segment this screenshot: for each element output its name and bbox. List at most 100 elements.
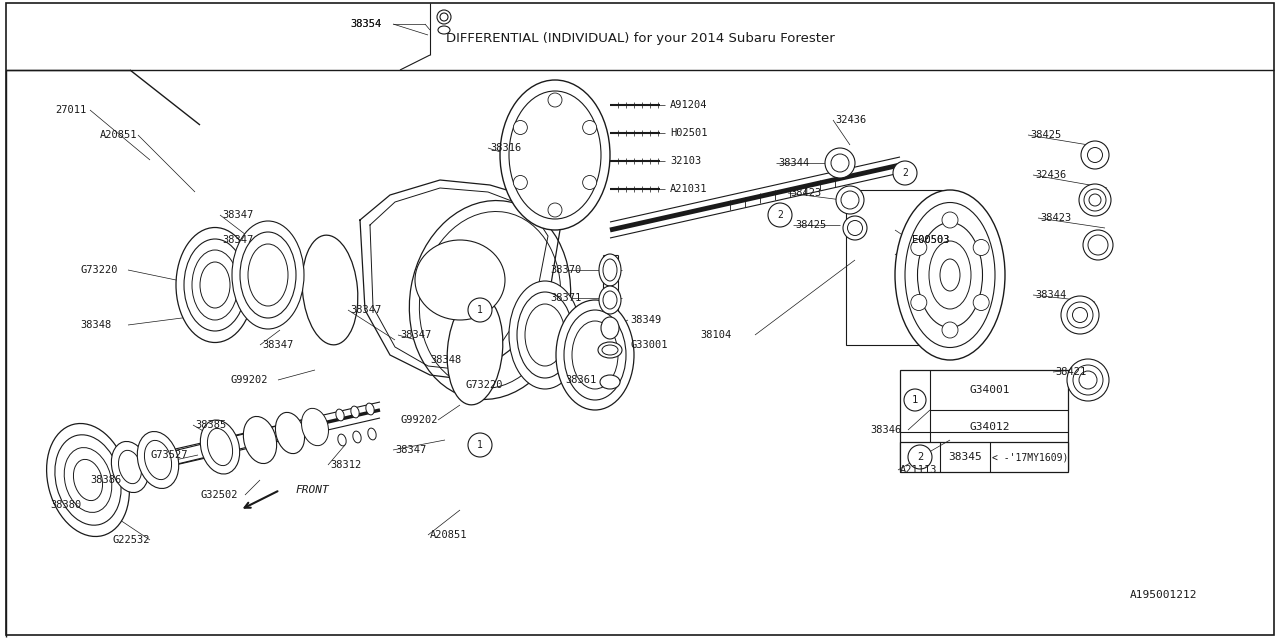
Text: 38349: 38349: [630, 315, 662, 325]
Ellipse shape: [598, 342, 622, 358]
Text: 38344: 38344: [1036, 290, 1066, 300]
Text: 38421: 38421: [1055, 367, 1087, 377]
Ellipse shape: [415, 240, 506, 320]
Text: 38345: 38345: [948, 452, 982, 462]
Text: G73220: G73220: [465, 380, 503, 390]
Circle shape: [942, 322, 957, 338]
Ellipse shape: [64, 447, 111, 513]
Text: H02501: H02501: [669, 128, 708, 138]
Text: 38346: 38346: [870, 425, 901, 435]
Text: FRONT: FRONT: [294, 485, 329, 495]
Ellipse shape: [556, 300, 634, 410]
Text: G99202: G99202: [401, 415, 438, 425]
Text: A21113: A21113: [900, 465, 937, 475]
Polygon shape: [360, 180, 561, 380]
Circle shape: [513, 175, 527, 189]
Ellipse shape: [905, 202, 995, 348]
Ellipse shape: [353, 431, 361, 443]
Ellipse shape: [232, 221, 305, 329]
Text: 38347: 38347: [396, 445, 426, 455]
Ellipse shape: [572, 321, 618, 389]
Text: 38423: 38423: [790, 188, 822, 198]
Text: < -'17MY1609): < -'17MY1609): [992, 452, 1069, 462]
Text: G73220: G73220: [81, 265, 118, 275]
Circle shape: [468, 298, 492, 322]
Text: 38347: 38347: [401, 330, 431, 340]
Ellipse shape: [367, 428, 376, 440]
Text: 27011: 27011: [55, 105, 86, 115]
Ellipse shape: [895, 190, 1005, 360]
Ellipse shape: [602, 345, 618, 355]
Text: 38371: 38371: [550, 293, 581, 303]
Ellipse shape: [841, 191, 859, 209]
Ellipse shape: [1068, 359, 1108, 401]
Ellipse shape: [1079, 371, 1097, 389]
Ellipse shape: [603, 291, 617, 309]
Text: 38316: 38316: [490, 143, 521, 153]
Text: 38380: 38380: [50, 500, 81, 510]
Text: E00503: E00503: [913, 235, 950, 245]
Ellipse shape: [46, 424, 129, 536]
Ellipse shape: [207, 428, 233, 466]
Text: 38425: 38425: [1030, 130, 1061, 140]
Ellipse shape: [509, 91, 602, 219]
Ellipse shape: [844, 216, 867, 240]
Ellipse shape: [420, 211, 561, 388]
Ellipse shape: [929, 241, 972, 309]
Text: 38386: 38386: [90, 475, 122, 485]
Ellipse shape: [184, 239, 246, 331]
Text: 38354: 38354: [349, 19, 381, 29]
Ellipse shape: [438, 26, 451, 34]
Text: G34001: G34001: [970, 385, 1010, 395]
Circle shape: [904, 389, 925, 411]
Ellipse shape: [1083, 230, 1114, 260]
Text: 38370: 38370: [550, 265, 581, 275]
Ellipse shape: [447, 295, 503, 405]
Ellipse shape: [525, 304, 564, 366]
Text: 38347: 38347: [262, 340, 293, 350]
Text: 38361: 38361: [564, 375, 596, 385]
Ellipse shape: [1084, 189, 1106, 211]
Bar: [900, 370, 1068, 470]
Ellipse shape: [509, 281, 581, 389]
Ellipse shape: [410, 200, 571, 399]
Text: G34012: G34012: [970, 422, 1010, 432]
Text: 38347: 38347: [221, 210, 253, 220]
Ellipse shape: [1068, 302, 1093, 328]
Ellipse shape: [248, 244, 288, 306]
Ellipse shape: [831, 154, 849, 172]
Text: 32436: 32436: [835, 115, 867, 125]
Circle shape: [911, 294, 927, 310]
Ellipse shape: [517, 292, 573, 378]
Ellipse shape: [335, 409, 344, 421]
Ellipse shape: [602, 317, 620, 339]
Text: 1: 1: [477, 440, 483, 450]
Ellipse shape: [940, 259, 960, 291]
Ellipse shape: [599, 254, 621, 286]
Ellipse shape: [177, 227, 253, 342]
Text: A195001212: A195001212: [1130, 590, 1198, 600]
Text: 38348: 38348: [81, 320, 111, 330]
Ellipse shape: [119, 451, 142, 484]
Ellipse shape: [436, 10, 451, 24]
Ellipse shape: [302, 408, 329, 445]
Ellipse shape: [241, 232, 296, 318]
Text: G33001: G33001: [630, 340, 667, 350]
Ellipse shape: [302, 235, 358, 345]
Text: 38348: 38348: [430, 355, 461, 365]
Circle shape: [582, 175, 596, 189]
Ellipse shape: [1073, 307, 1088, 323]
Ellipse shape: [1088, 147, 1102, 163]
Ellipse shape: [145, 440, 172, 479]
Text: 38104: 38104: [700, 330, 731, 340]
Circle shape: [973, 294, 989, 310]
Text: 38354: 38354: [349, 19, 381, 29]
Text: 1: 1: [911, 395, 918, 405]
Ellipse shape: [440, 13, 448, 21]
Text: 2: 2: [916, 452, 923, 462]
Ellipse shape: [243, 417, 276, 463]
Ellipse shape: [826, 148, 855, 178]
Text: G32502: G32502: [200, 490, 238, 500]
Ellipse shape: [564, 310, 626, 400]
Ellipse shape: [275, 412, 305, 454]
